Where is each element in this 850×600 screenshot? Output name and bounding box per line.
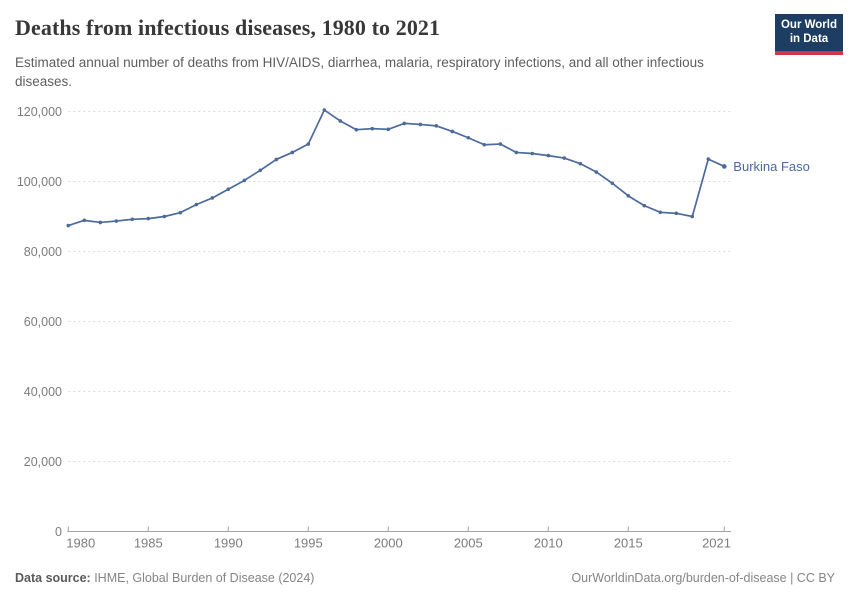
data-point[interactable] bbox=[226, 187, 231, 191]
data-source-value: IHME, Global Burden of Disease (2024) bbox=[90, 571, 315, 585]
data-point[interactable] bbox=[66, 223, 71, 228]
data-point[interactable] bbox=[290, 150, 295, 155]
data-point[interactable] bbox=[130, 217, 135, 222]
data-point[interactable] bbox=[658, 210, 663, 215]
data-point[interactable] bbox=[722, 164, 727, 169]
data-point[interactable] bbox=[482, 142, 487, 147]
data-point[interactable] bbox=[338, 119, 343, 123]
y-tick-label: 80,000 bbox=[24, 245, 62, 259]
x-tick-label: 2005 bbox=[454, 536, 483, 551]
data-point[interactable] bbox=[402, 121, 407, 126]
page-title: Deaths from infectious diseases, 1980 to… bbox=[15, 15, 441, 40]
x-tick-label: 2000 bbox=[374, 536, 403, 551]
x-tick-label: 1985 bbox=[134, 536, 163, 551]
license-link[interactable]: OurWorldinData.org/burden-of-disease | C… bbox=[571, 571, 835, 585]
data-point[interactable] bbox=[434, 124, 439, 128]
data-point[interactable] bbox=[370, 126, 375, 131]
data-point[interactable] bbox=[306, 142, 311, 146]
data-point[interactable] bbox=[546, 153, 551, 158]
data-point[interactable] bbox=[674, 211, 679, 216]
data-point[interactable] bbox=[594, 170, 599, 174]
data-point[interactable] bbox=[354, 127, 359, 132]
data-point[interactable] bbox=[530, 151, 535, 156]
data-point[interactable] bbox=[450, 129, 455, 134]
line-chart-canvas[interactable]: 0 20,000 40,000 60,000 80,000 100,000 120,000 1… bbox=[0, 95, 850, 570]
trend-line[interactable] bbox=[67, 109, 726, 227]
data-point[interactable] bbox=[178, 210, 183, 215]
data-point[interactable] bbox=[578, 161, 583, 166]
data-point[interactable] bbox=[210, 196, 215, 200]
data-point[interactable] bbox=[322, 108, 327, 112]
data-point[interactable] bbox=[274, 157, 279, 162]
y-tick-label: 20,000 bbox=[24, 455, 62, 469]
x-tick-label: 2010 bbox=[534, 536, 563, 551]
x-tick-label: 2021 bbox=[702, 536, 731, 551]
chart-subtitle: Estimated annual number of deaths from H… bbox=[15, 55, 704, 90]
y-tick-label: 0 bbox=[55, 525, 62, 539]
data-point[interactable] bbox=[98, 220, 103, 225]
data-point[interactable] bbox=[466, 135, 471, 140]
data-point[interactable] bbox=[82, 218, 87, 223]
data-point[interactable] bbox=[242, 178, 247, 183]
data-source-note: Data source: IHME, Global Burden of Dise… bbox=[15, 571, 314, 585]
data-point[interactable] bbox=[146, 216, 151, 221]
data-point[interactable] bbox=[386, 127, 391, 132]
data-point[interactable] bbox=[162, 214, 167, 219]
x-tick-label: 1980 bbox=[66, 536, 95, 551]
y-tick-label: 60,000 bbox=[24, 315, 62, 329]
y-tick-label: 100,000 bbox=[17, 175, 62, 189]
x-tick-label: 1995 bbox=[294, 536, 323, 551]
owid-logo-line2: in Data bbox=[789, 32, 829, 45]
data-point[interactable] bbox=[258, 168, 263, 173]
data-source-label: Data source: bbox=[15, 571, 91, 585]
chart-footer: Data source: IHME, Global Burden of Dise… bbox=[15, 571, 835, 585]
x-tick-label: 1990 bbox=[214, 536, 243, 551]
data-point[interactable] bbox=[562, 156, 567, 160]
data-point[interactable] bbox=[418, 122, 423, 127]
owid-logo-line1: Our World bbox=[780, 19, 837, 31]
series-end-label[interactable]: Burkina Faso bbox=[733, 159, 810, 174]
x-tick-label: 2015 bbox=[614, 536, 643, 551]
y-tick-label: 120,000 bbox=[17, 105, 62, 119]
data-point[interactable] bbox=[610, 181, 615, 186]
data-point[interactable] bbox=[690, 214, 695, 219]
data-point[interactable] bbox=[706, 157, 711, 161]
data-point[interactable] bbox=[642, 203, 647, 208]
y-tick-label: 40,000 bbox=[24, 385, 62, 399]
data-point[interactable] bbox=[514, 150, 519, 155]
owid-logo[interactable]: Our World in Data bbox=[775, 14, 843, 55]
data-point[interactable] bbox=[498, 142, 503, 146]
data-point[interactable] bbox=[626, 194, 631, 198]
data-point[interactable] bbox=[194, 202, 199, 207]
data-point[interactable] bbox=[114, 219, 119, 223]
